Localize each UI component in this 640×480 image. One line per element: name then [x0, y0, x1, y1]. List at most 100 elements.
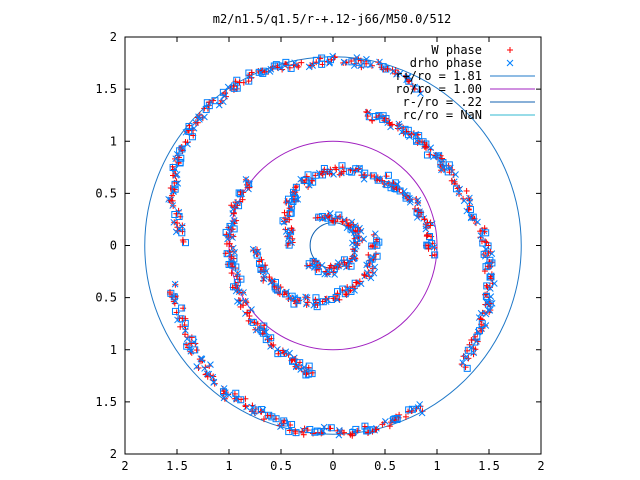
y-tick-label: 2 [110, 447, 117, 461]
w-phase-point [423, 233, 430, 240]
w-phase-point [228, 253, 235, 260]
drho-box-point [466, 206, 474, 214]
drho-box-point [281, 290, 289, 298]
w-phase-point [228, 270, 235, 277]
drho-box-point [185, 122, 193, 130]
drho-phase-point [203, 370, 211, 378]
w-phase-point [275, 350, 282, 357]
w-phase-point [167, 185, 174, 192]
drho-box-point [312, 56, 320, 64]
drho-box-point [178, 229, 186, 237]
drho-phase-point [396, 70, 404, 78]
drho-box-point [369, 172, 377, 180]
drho-box-point [255, 259, 263, 267]
drho-box-point [404, 126, 412, 134]
drho-box-point [232, 389, 240, 397]
drho-box-point [289, 198, 297, 206]
drho-phase-point [210, 378, 218, 386]
drho-box-point [408, 405, 416, 413]
drho-phase-point [477, 232, 485, 239]
w-phase-point [283, 61, 290, 68]
drho-box-point [374, 176, 382, 184]
drho-box-point [487, 273, 495, 281]
drho-phase-point [360, 235, 368, 243]
drho-box-point [203, 99, 211, 107]
drho-phase-point [363, 55, 370, 63]
drho-phase-point [201, 365, 208, 372]
drho-phase-point [393, 180, 401, 188]
drho-box-point [287, 209, 295, 217]
y-tick-label: 1.5 [95, 82, 117, 96]
drho-phase-point [229, 234, 236, 241]
drho-phase-point [274, 346, 281, 353]
drho-phase-point [463, 353, 470, 360]
drho-box-point [313, 303, 321, 311]
drho-phase-point [230, 217, 238, 224]
w-phase-point [246, 312, 253, 319]
drho-box-point [416, 210, 424, 218]
drho-box-point [305, 260, 313, 268]
drho-phase-point [357, 62, 365, 69]
w-phase-point [402, 413, 409, 420]
drho-box-point [167, 289, 175, 297]
drho-box-point [176, 159, 184, 167]
y-tick-label: 1 [110, 343, 117, 357]
drho-box-point [379, 115, 387, 123]
drho-phase-point [414, 404, 422, 411]
y-tick-label: 1 [110, 134, 117, 148]
drho-phase-point [288, 239, 295, 246]
legend-label: r-/ro = .22 [403, 95, 482, 109]
drho-box-point [412, 85, 420, 93]
drho-box-point [361, 422, 369, 430]
drho-phase-point [277, 423, 284, 430]
drho-phase-point [395, 123, 403, 130]
w-phase-point [313, 266, 320, 273]
drho-phase-point [282, 228, 290, 235]
y-tick-label: 0 [110, 239, 117, 253]
drho-box-point [338, 162, 346, 170]
drho-phase-point [459, 359, 467, 366]
w-phase-point [238, 396, 245, 403]
drho-box-point [185, 127, 193, 135]
drho-phase-point [287, 205, 295, 213]
y-tick-label: 2 [110, 30, 117, 44]
w-phase-point [437, 161, 444, 168]
drho-phase-point [487, 293, 495, 300]
drho-phase-point [302, 293, 309, 301]
drho-phase-point [389, 417, 396, 425]
drho-box-point [245, 180, 253, 188]
drho-phase-point [324, 268, 332, 276]
drho-phase-point [259, 406, 267, 414]
drho-phase-point [482, 322, 490, 329]
drho-phase-point [395, 120, 403, 128]
drho-phase-point [290, 190, 297, 198]
drho-box-point [189, 335, 197, 343]
drho-phase-point [382, 418, 389, 425]
drho-box-point [171, 211, 179, 219]
drho-phase-point [360, 175, 368, 183]
w-phase-point [463, 187, 470, 194]
drho-phase-point [422, 225, 430, 233]
drho-phase-point [236, 299, 244, 306]
w-phase-point [386, 423, 393, 430]
drho-phase-point [249, 245, 257, 253]
w-phase-point [230, 210, 237, 217]
drho-box-point [318, 60, 326, 68]
drho-box-point [428, 240, 436, 248]
drho-phase-point [398, 128, 406, 136]
drho-box-point [265, 411, 273, 419]
drho-box-point [249, 318, 257, 326]
w-phase-point [242, 402, 249, 409]
w-phase-point [237, 303, 244, 310]
w-phase-point [357, 57, 364, 64]
drho-phase-point [329, 52, 337, 60]
drho-phase-point [252, 326, 260, 334]
drho-phase-point [474, 218, 481, 226]
drho-phase-point [435, 151, 443, 159]
x-tick-label: 1.5 [166, 459, 188, 473]
y-tick-label: 1.5 [95, 395, 117, 409]
drho-box-point [384, 171, 392, 179]
drho-box-point [222, 228, 230, 236]
w-phase-point [304, 299, 311, 306]
